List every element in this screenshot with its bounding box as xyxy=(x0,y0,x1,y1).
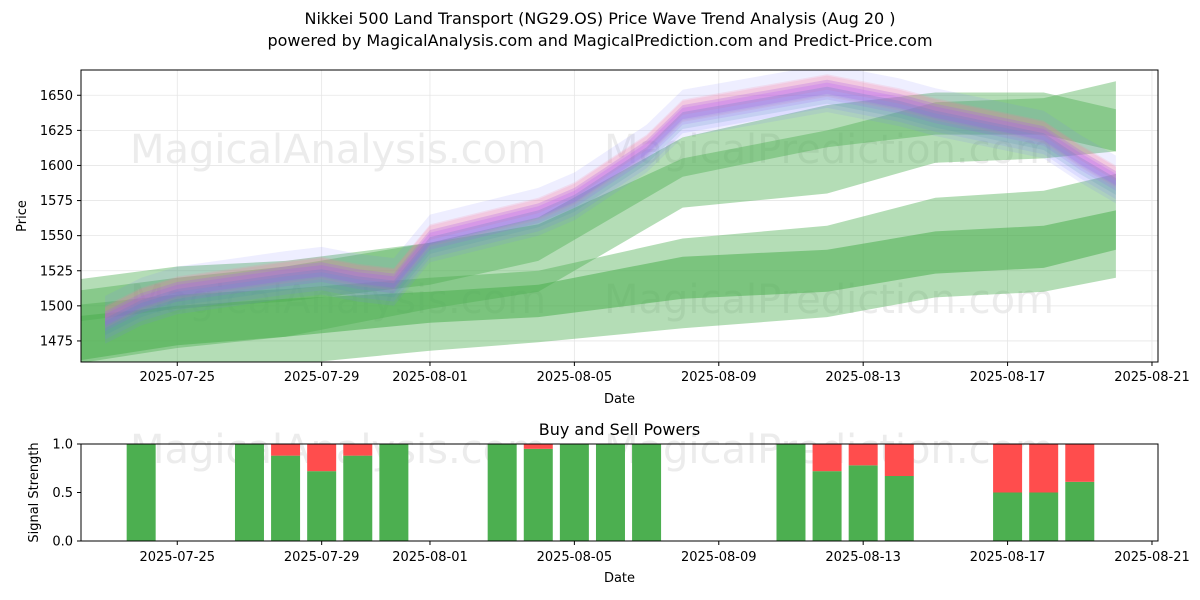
x-tick-label: 2025-07-25 xyxy=(139,550,215,565)
sell-bar xyxy=(884,444,914,477)
plot-frame xyxy=(80,69,1159,363)
buy-bar xyxy=(1029,492,1059,541)
y-tick-label: 1475 xyxy=(40,334,73,349)
trend-band xyxy=(81,92,1116,322)
buy-bar xyxy=(848,465,878,541)
sell-bar xyxy=(307,444,337,472)
x-tick-label: 2025-08-09 xyxy=(681,550,757,565)
y-tick-label: 1625 xyxy=(40,124,73,139)
sell-bar xyxy=(993,444,1023,493)
x-axis-label: Date xyxy=(604,392,635,407)
x-tick-label: 2025-08-21 xyxy=(1114,370,1190,385)
x-tick-label: 2025-07-25 xyxy=(139,370,215,385)
sell-bar xyxy=(343,444,373,456)
x-tick-label: 2025-07-29 xyxy=(284,550,360,565)
buy-bar xyxy=(487,444,517,541)
watermark-text: MagicalAnalysis.com xyxy=(130,427,546,473)
y-tick-label: 1525 xyxy=(40,264,73,279)
buy-bar xyxy=(343,455,373,541)
y-axis-label: Price xyxy=(15,200,30,232)
buy-bar xyxy=(1065,481,1095,541)
price-wave-layer xyxy=(105,86,1116,344)
x-tick-label: 2025-08-17 xyxy=(970,370,1046,385)
x-tick-label: 2025-08-09 xyxy=(681,370,757,385)
buy-bar xyxy=(271,455,301,541)
x-tick-label: 2025-08-05 xyxy=(537,550,613,565)
y-tick-label: 1650 xyxy=(40,89,73,104)
price-wave-layer xyxy=(105,79,1116,340)
y-tick-label: 1550 xyxy=(40,229,73,244)
x-tick-label: 2025-08-21 xyxy=(1114,550,1190,565)
buy-bar xyxy=(884,476,914,541)
sell-bar xyxy=(271,444,301,456)
chart-subtitle: powered by MagicalAnalysis.com and Magic… xyxy=(267,31,933,50)
sell-bar xyxy=(1029,444,1059,493)
y-tick-label: 0.0 xyxy=(52,535,73,550)
signal-chart: 2025-07-25 2025-07-29 2025-08-01 2025-08-05… xyxy=(27,420,1190,586)
price-wave-layer xyxy=(105,70,1116,327)
buy-bar xyxy=(559,444,589,541)
buy-bar xyxy=(993,492,1023,541)
x-tick-label: 2025-08-01 xyxy=(392,370,468,385)
buy-bar xyxy=(307,471,337,541)
plot-area xyxy=(81,70,1116,362)
x-tick-label: 2025-08-05 xyxy=(537,370,613,385)
x-tick-label: 2025-08-13 xyxy=(825,550,901,565)
sell-bar xyxy=(1065,444,1095,482)
buy-bar xyxy=(126,444,156,541)
x-axis-label: Date xyxy=(604,571,635,586)
y-tick-label: 0.5 xyxy=(52,486,73,501)
x-tick-label: 2025-07-29 xyxy=(284,370,360,385)
x-tick-label: 2025-08-01 xyxy=(392,550,468,565)
y-tick-label: 1600 xyxy=(40,159,73,174)
buy-bar xyxy=(812,471,842,541)
buy-bar xyxy=(379,444,409,541)
buy-bar xyxy=(632,444,662,541)
buy-bar xyxy=(595,444,625,541)
x-tick-label: 2025-08-17 xyxy=(970,550,1046,565)
chart-title: Nikkei 500 Land Transport (NG29.OS) Pric… xyxy=(304,9,896,28)
watermark-text: MagicalAnalysis.com xyxy=(130,127,546,173)
y-axis-label: Signal Strength xyxy=(27,442,42,542)
y-tick-label: 1.0 xyxy=(52,438,73,453)
trend-band xyxy=(81,81,1116,362)
y-tick-label: 1500 xyxy=(40,299,73,314)
price-wave-layer xyxy=(105,74,1116,329)
y-tick-label: 1575 xyxy=(40,194,73,209)
sell-bar xyxy=(812,444,842,472)
buy-bar xyxy=(776,444,806,541)
buy-bar xyxy=(523,448,553,541)
trend-band xyxy=(81,210,1116,361)
signal-chart-title: Buy and Sell Powers xyxy=(539,420,701,439)
x-tick-label: 2025-08-13 xyxy=(825,370,901,385)
sell-bar xyxy=(848,444,878,466)
price-chart: 2025-07-25 2025-07-29 2025-08-01 2025-08-05… xyxy=(15,69,1190,407)
buy-bar xyxy=(234,444,264,541)
sell-bar xyxy=(523,444,553,449)
